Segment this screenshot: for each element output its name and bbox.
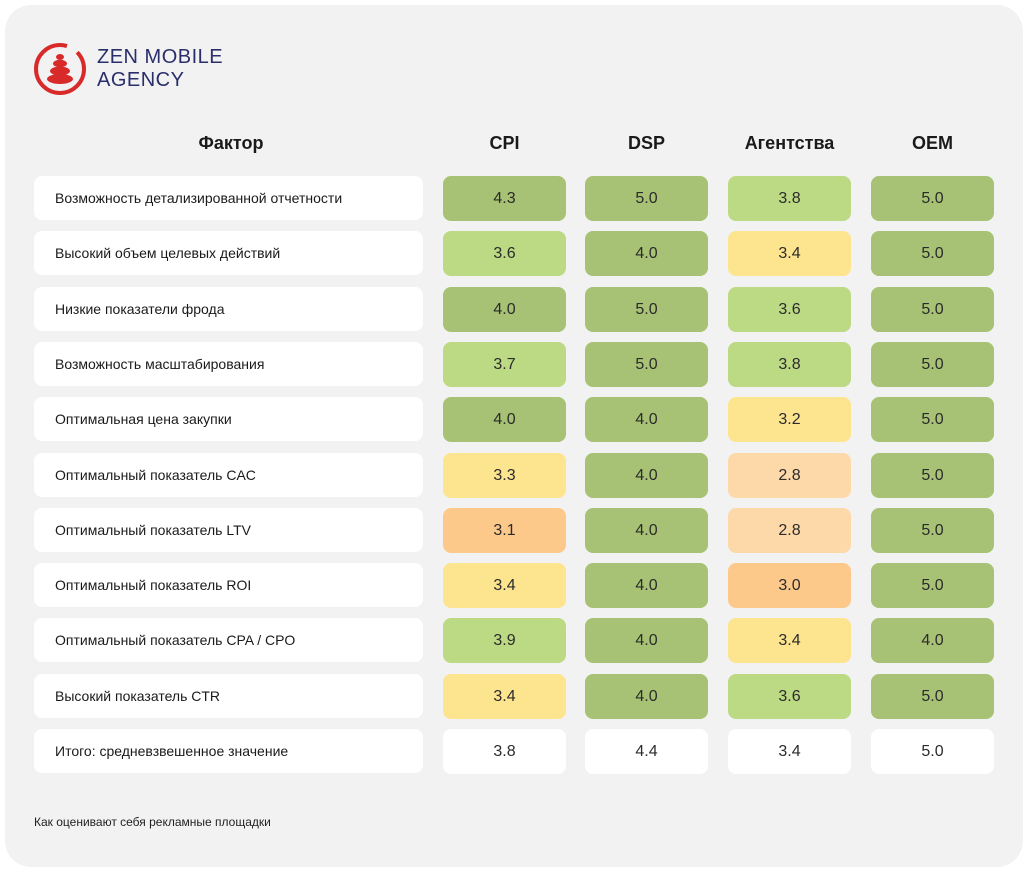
logo-line-2: AGENCY	[97, 69, 185, 91]
row-label: Оптимальный показатель LTV	[34, 508, 423, 552]
total-value-cell: 4.4	[585, 729, 708, 774]
row-label: Возможность масштабирования	[34, 342, 423, 386]
column-header-3: OEM	[911, 133, 953, 153]
value-cell: 3.4	[443, 674, 566, 719]
value-cell: 3.1	[443, 508, 566, 553]
value-cell: 4.0	[585, 618, 708, 663]
value-cell: 5.0	[871, 231, 994, 276]
column-header-0: CPI	[489, 133, 520, 153]
total-row-label: Итого: средневзвешенное значение	[34, 729, 423, 773]
value-cell: 4.0	[585, 231, 708, 276]
value-cell: 3.6	[728, 674, 851, 719]
value-cell: 4.0	[585, 563, 708, 608]
value-cell: 3.9	[443, 618, 566, 663]
logo-text: ZEN MOBILE AGENCY	[97, 46, 223, 92]
row-label: Оптимальный показатель ROI	[34, 563, 423, 607]
value-cell: 3.6	[443, 231, 566, 276]
value-cell: 3.8	[728, 176, 851, 221]
value-cell: 4.0	[585, 508, 708, 553]
logo: ZEN MOBILE AGENCY	[31, 40, 223, 98]
value-cell: 3.4	[443, 563, 566, 608]
value-cell: 3.8	[728, 342, 851, 387]
value-cell: 3.4	[728, 231, 851, 276]
footnote: Как оценивают себя рекламные площадки	[34, 815, 271, 829]
total-value-cell: 5.0	[871, 729, 994, 774]
logo-line-1: ZEN MOBILE	[97, 46, 224, 68]
total-value-cell: 3.8	[443, 729, 566, 774]
value-cell: 5.0	[585, 287, 708, 332]
value-cell: 4.0	[585, 453, 708, 498]
total-value-cell: 3.4	[728, 729, 851, 774]
value-cell: 5.0	[871, 176, 994, 221]
value-cell: 5.0	[871, 674, 994, 719]
value-cell: 4.0	[443, 397, 566, 442]
row-label: Оптимальная цена закупки	[34, 397, 423, 441]
column-header-1: DSP	[627, 133, 665, 153]
row-label: Высокий показатель CTR	[34, 674, 423, 718]
row-label: Оптимальный показатель CAC	[34, 453, 423, 497]
column-header-2: Агентства	[744, 133, 835, 153]
value-cell: 5.0	[871, 397, 994, 442]
value-cell: 5.0	[871, 287, 994, 332]
value-cell: 4.0	[585, 674, 708, 719]
value-cell: 5.0	[871, 508, 994, 553]
value-cell: 3.4	[728, 618, 851, 663]
row-label: Низкие показатели фрода	[34, 287, 423, 331]
value-cell: 5.0	[871, 342, 994, 387]
value-cell: 4.3	[443, 176, 566, 221]
value-cell: 2.8	[728, 453, 851, 498]
value-cell: 2.8	[728, 508, 851, 553]
value-cell: 3.0	[728, 563, 851, 608]
zen-stones-logo-icon	[34, 43, 86, 95]
row-label: Оптимальный показатель CPA / CPO	[34, 618, 423, 662]
row-label: Высокий объем целевых действий	[34, 231, 423, 275]
value-cell: 3.3	[443, 453, 566, 498]
value-cell: 3.2	[728, 397, 851, 442]
value-cell: 5.0	[585, 176, 708, 221]
value-cell: 3.6	[728, 287, 851, 332]
value-cell: 5.0	[871, 453, 994, 498]
value-cell: 4.0	[585, 397, 708, 442]
factor-column-header: Фактор	[198, 133, 264, 153]
value-cell: 5.0	[871, 563, 994, 608]
value-cell: 3.7	[443, 342, 566, 387]
value-cell: 4.0	[871, 618, 994, 663]
row-label: Возможность детализированной отчетности	[34, 176, 423, 220]
value-cell: 4.0	[443, 287, 566, 332]
value-cell: 5.0	[585, 342, 708, 387]
